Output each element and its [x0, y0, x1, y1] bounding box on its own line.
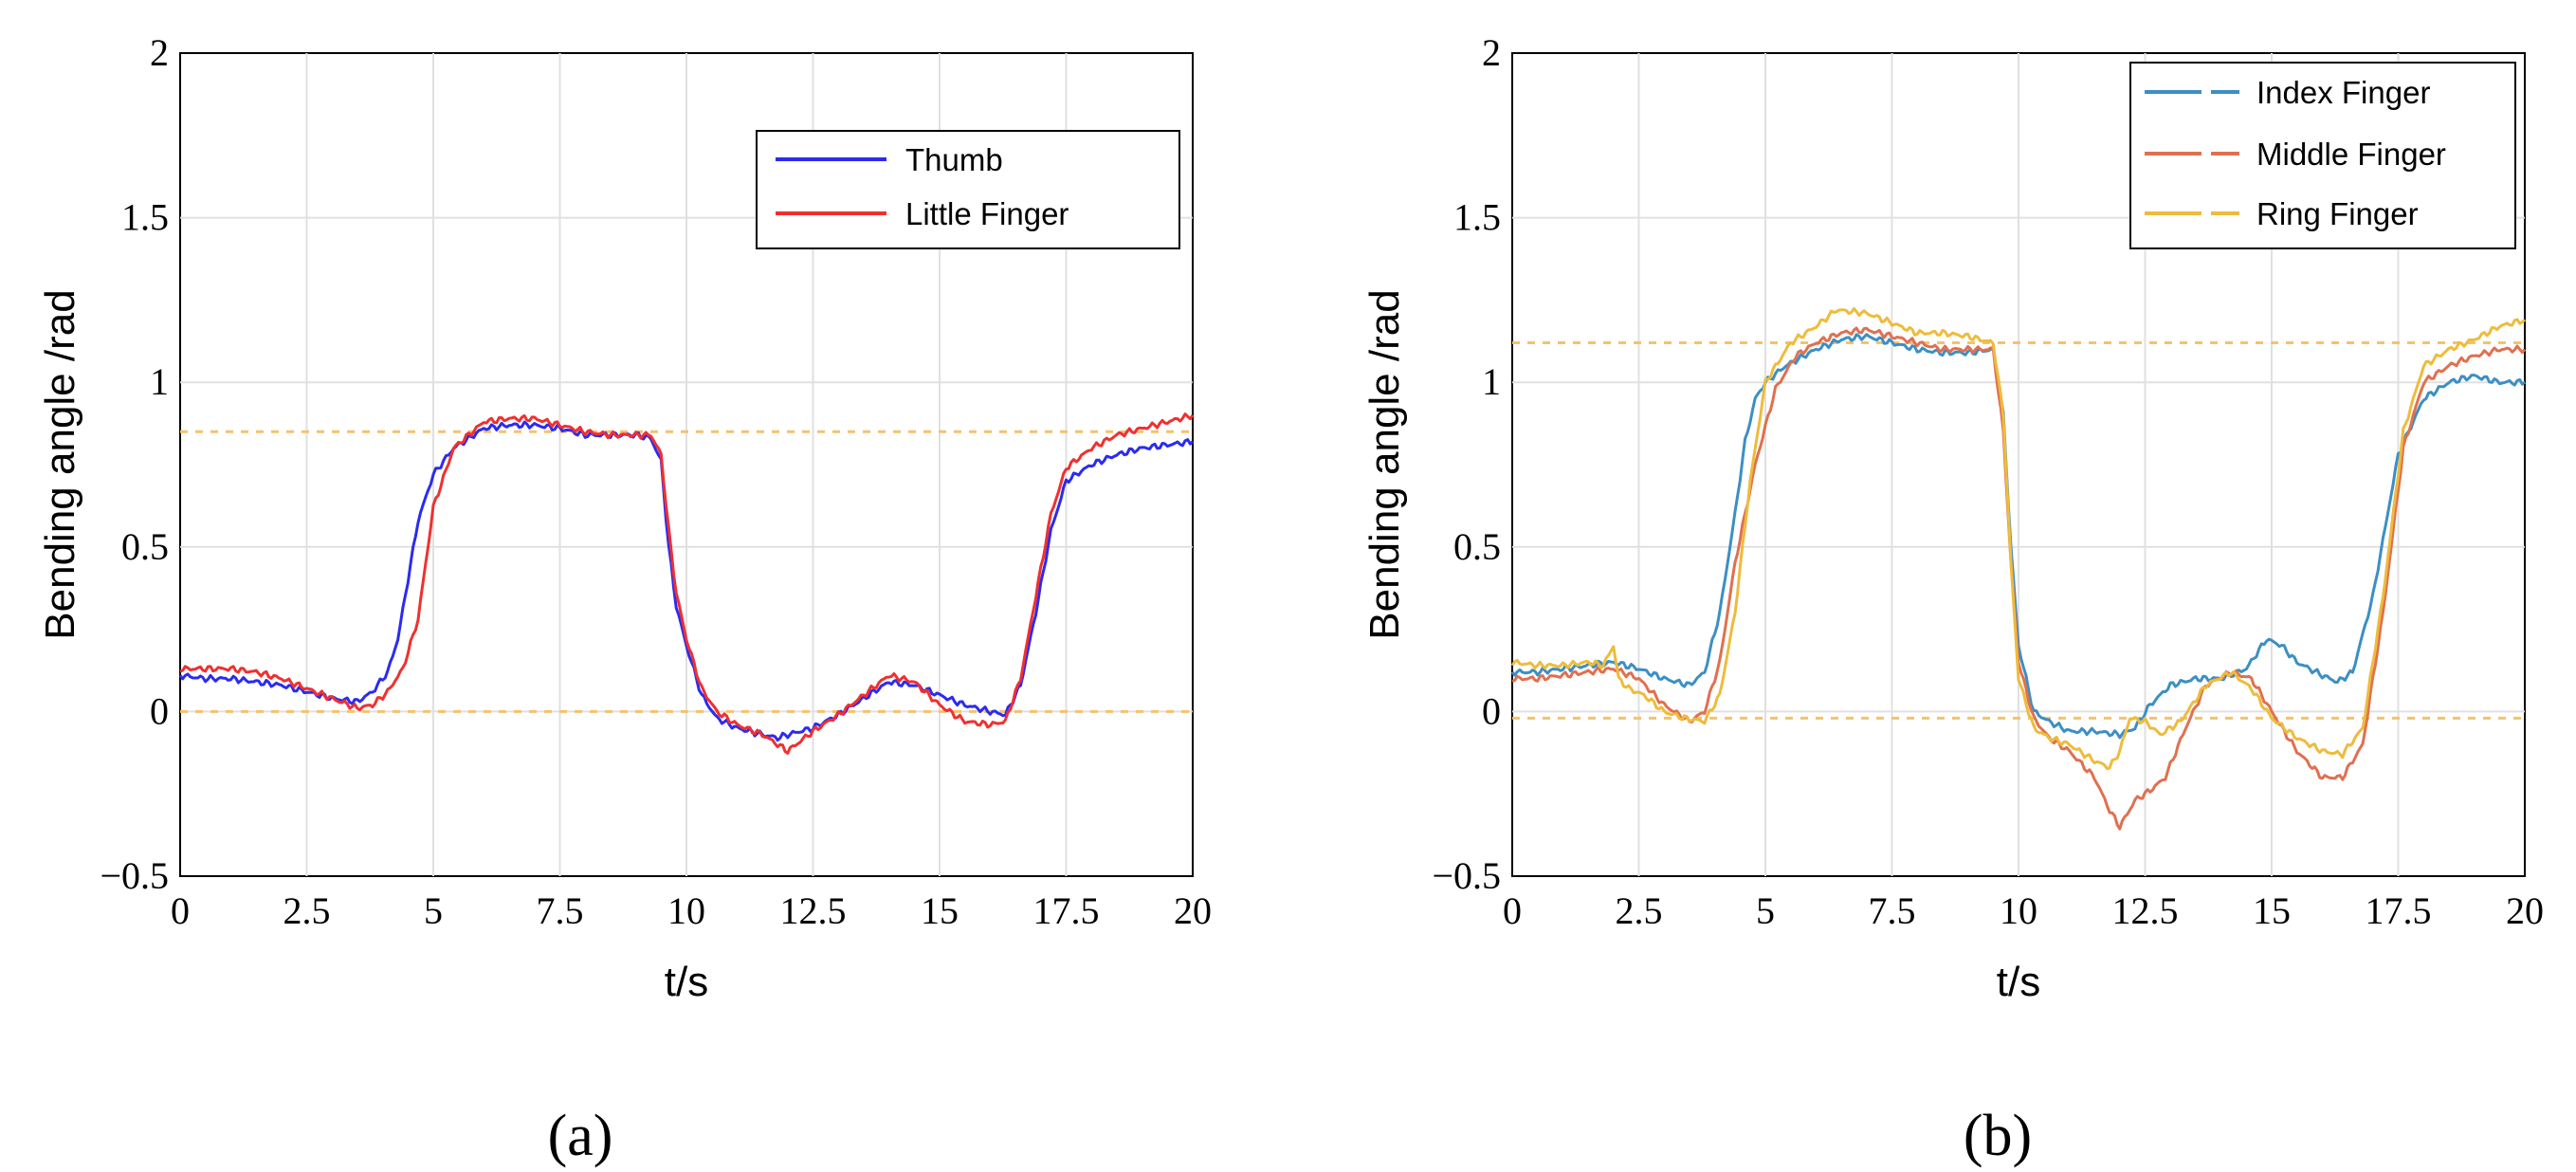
x-tick-label-b-1: 2.5 — [1616, 889, 1663, 932]
series-line-ring-finger — [1510, 307, 2527, 771]
y-tick-label-a-0: −0.5 — [100, 854, 169, 897]
series-layer-a — [178, 412, 1195, 755]
legend-b: Index Finger Middle Finger Ring Finger — [2129, 62, 2516, 249]
series-line-thumb — [178, 420, 1194, 742]
y-tick-label-a-3: 1 — [150, 360, 169, 403]
x-axis-label-b: t/s — [1997, 959, 2040, 1005]
y-ticks-a: −0.5 0 0.5 1 1.5 2 — [100, 31, 169, 897]
legend-label-little-finger: Little Finger — [905, 196, 1069, 231]
legend-label-ring-finger: Ring Finger — [2256, 196, 2419, 231]
x-tick-label-a-0: 0 — [171, 889, 190, 932]
x-tick-label-a-3: 7.5 — [537, 889, 584, 932]
y-tick-label-b-1: 0 — [1482, 689, 1501, 732]
chart-a: 0 2.5 5 7.5 10 12.5 15 17.5 20 −0.500.511.52 t/s… — [37, 31, 1212, 1168]
x-tick-label-a-2: 5 — [424, 889, 443, 932]
y-tick-label-b-2: 0.5 — [1453, 525, 1501, 568]
x-tick-label-b-5: 12.5 — [2112, 889, 2179, 932]
y-tick-label-b-4: 1.5 — [1453, 196, 1501, 239]
y-ticks-b: −0.5 0 0.5 1 1.5 2 — [1432, 31, 1501, 897]
y-tick-label-a-2: 0.5 — [121, 525, 169, 568]
legend-label-thumb: Thumb — [905, 142, 1003, 177]
y-axis-label-a: Bending angle /rad — [37, 289, 83, 639]
x-tick-label-a-1: 2.5 — [283, 889, 331, 932]
x-tick-label-a-5: 12.5 — [780, 889, 847, 932]
x-ticks-a: 0 2.5 5 7.5 10 12.5 15 17.5 20 — [171, 889, 1212, 932]
series-layer-b — [1510, 307, 2527, 831]
panel-label-b: (b) — [1964, 1104, 2032, 1168]
x-tick-label-b-4: 10 — [2000, 889, 2037, 932]
x-tick-label-a-7: 17.5 — [1033, 889, 1100, 932]
y-tick-label-a-4: 1.5 — [121, 196, 169, 239]
y-axis-label-b: Bending angle /rad — [1361, 289, 1408, 639]
legend-label-index-finger: Index Finger — [2256, 75, 2430, 110]
y-tick-label-b-0: −0.5 — [1432, 854, 1501, 897]
x-tick-label-b-6: 15 — [2253, 889, 2291, 932]
x-tick-label-b-7: 17.5 — [2366, 889, 2432, 932]
x-tick-label-b-8: 20 — [2506, 889, 2544, 932]
x-ticks-b: 0 2.5 5 7.5 10 12.5 15 17.5 20 — [1503, 889, 2544, 932]
y-tick-label-b-3: 1 — [1482, 360, 1501, 403]
reference-lines-a — [180, 430, 1193, 713]
y-tick-label-b-5: 2 — [1482, 31, 1501, 74]
x-tick-label-a-4: 10 — [667, 889, 705, 932]
series-line-little-finger — [179, 412, 1195, 755]
chart-b: 0 2.5 5 7.5 10 12.5 15 17.5 20 −0.500.511.52 t/s… — [1361, 31, 2544, 1168]
x-tick-label-b-2: 5 — [1756, 889, 1775, 932]
panel-label-a: (a) — [548, 1104, 613, 1168]
legend-a: Thumb Little Finger — [756, 130, 1180, 249]
legend-label-middle-finger: Middle Finger — [2256, 137, 2446, 172]
gridlines-a — [180, 53, 1193, 876]
x-axis-label-a: t/s — [665, 959, 708, 1005]
x-tick-label-b-0: 0 — [1503, 889, 1522, 932]
x-tick-label-b-3: 7.5 — [1869, 889, 1916, 932]
legend-box-a — [756, 130, 1180, 249]
y-tick-label-a-1: 0 — [150, 689, 169, 732]
y-tick-label-a-5: 2 — [150, 31, 169, 74]
x-tick-label-a-8: 20 — [1174, 889, 1212, 932]
x-tick-label-a-6: 15 — [921, 889, 959, 932]
